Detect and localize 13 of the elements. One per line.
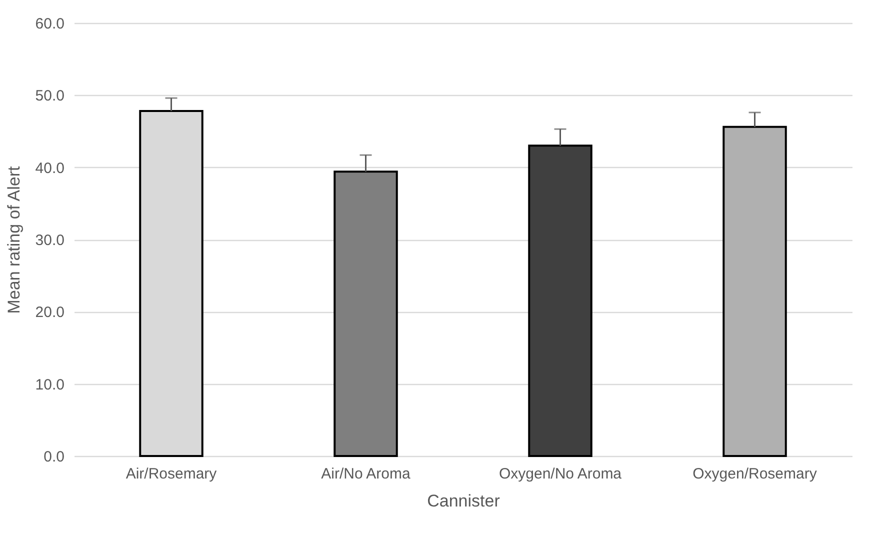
x-tick-label: Air/No Aroma xyxy=(321,466,411,482)
y-tick-label: 50.0 xyxy=(35,88,64,105)
x-tick-label: Air/Rosemary xyxy=(126,466,218,482)
y-tick-label: 60.0 xyxy=(35,16,64,32)
x-tick-label: Oxygen/No Aroma xyxy=(498,466,622,482)
y-tick-label: 20.0 xyxy=(35,304,64,322)
y-axis-title: Mean rating of Alert xyxy=(4,166,24,314)
y-tick-label: 30.0 xyxy=(35,232,64,249)
y-tick-label: 10.0 xyxy=(35,376,64,394)
y-tick-label: 0.0 xyxy=(44,448,64,466)
x-axis-title: Cannister xyxy=(427,492,500,510)
x-tick-label: Oxygen/Rosemary xyxy=(692,466,818,482)
y-tick-label: 40.0 xyxy=(35,160,64,177)
